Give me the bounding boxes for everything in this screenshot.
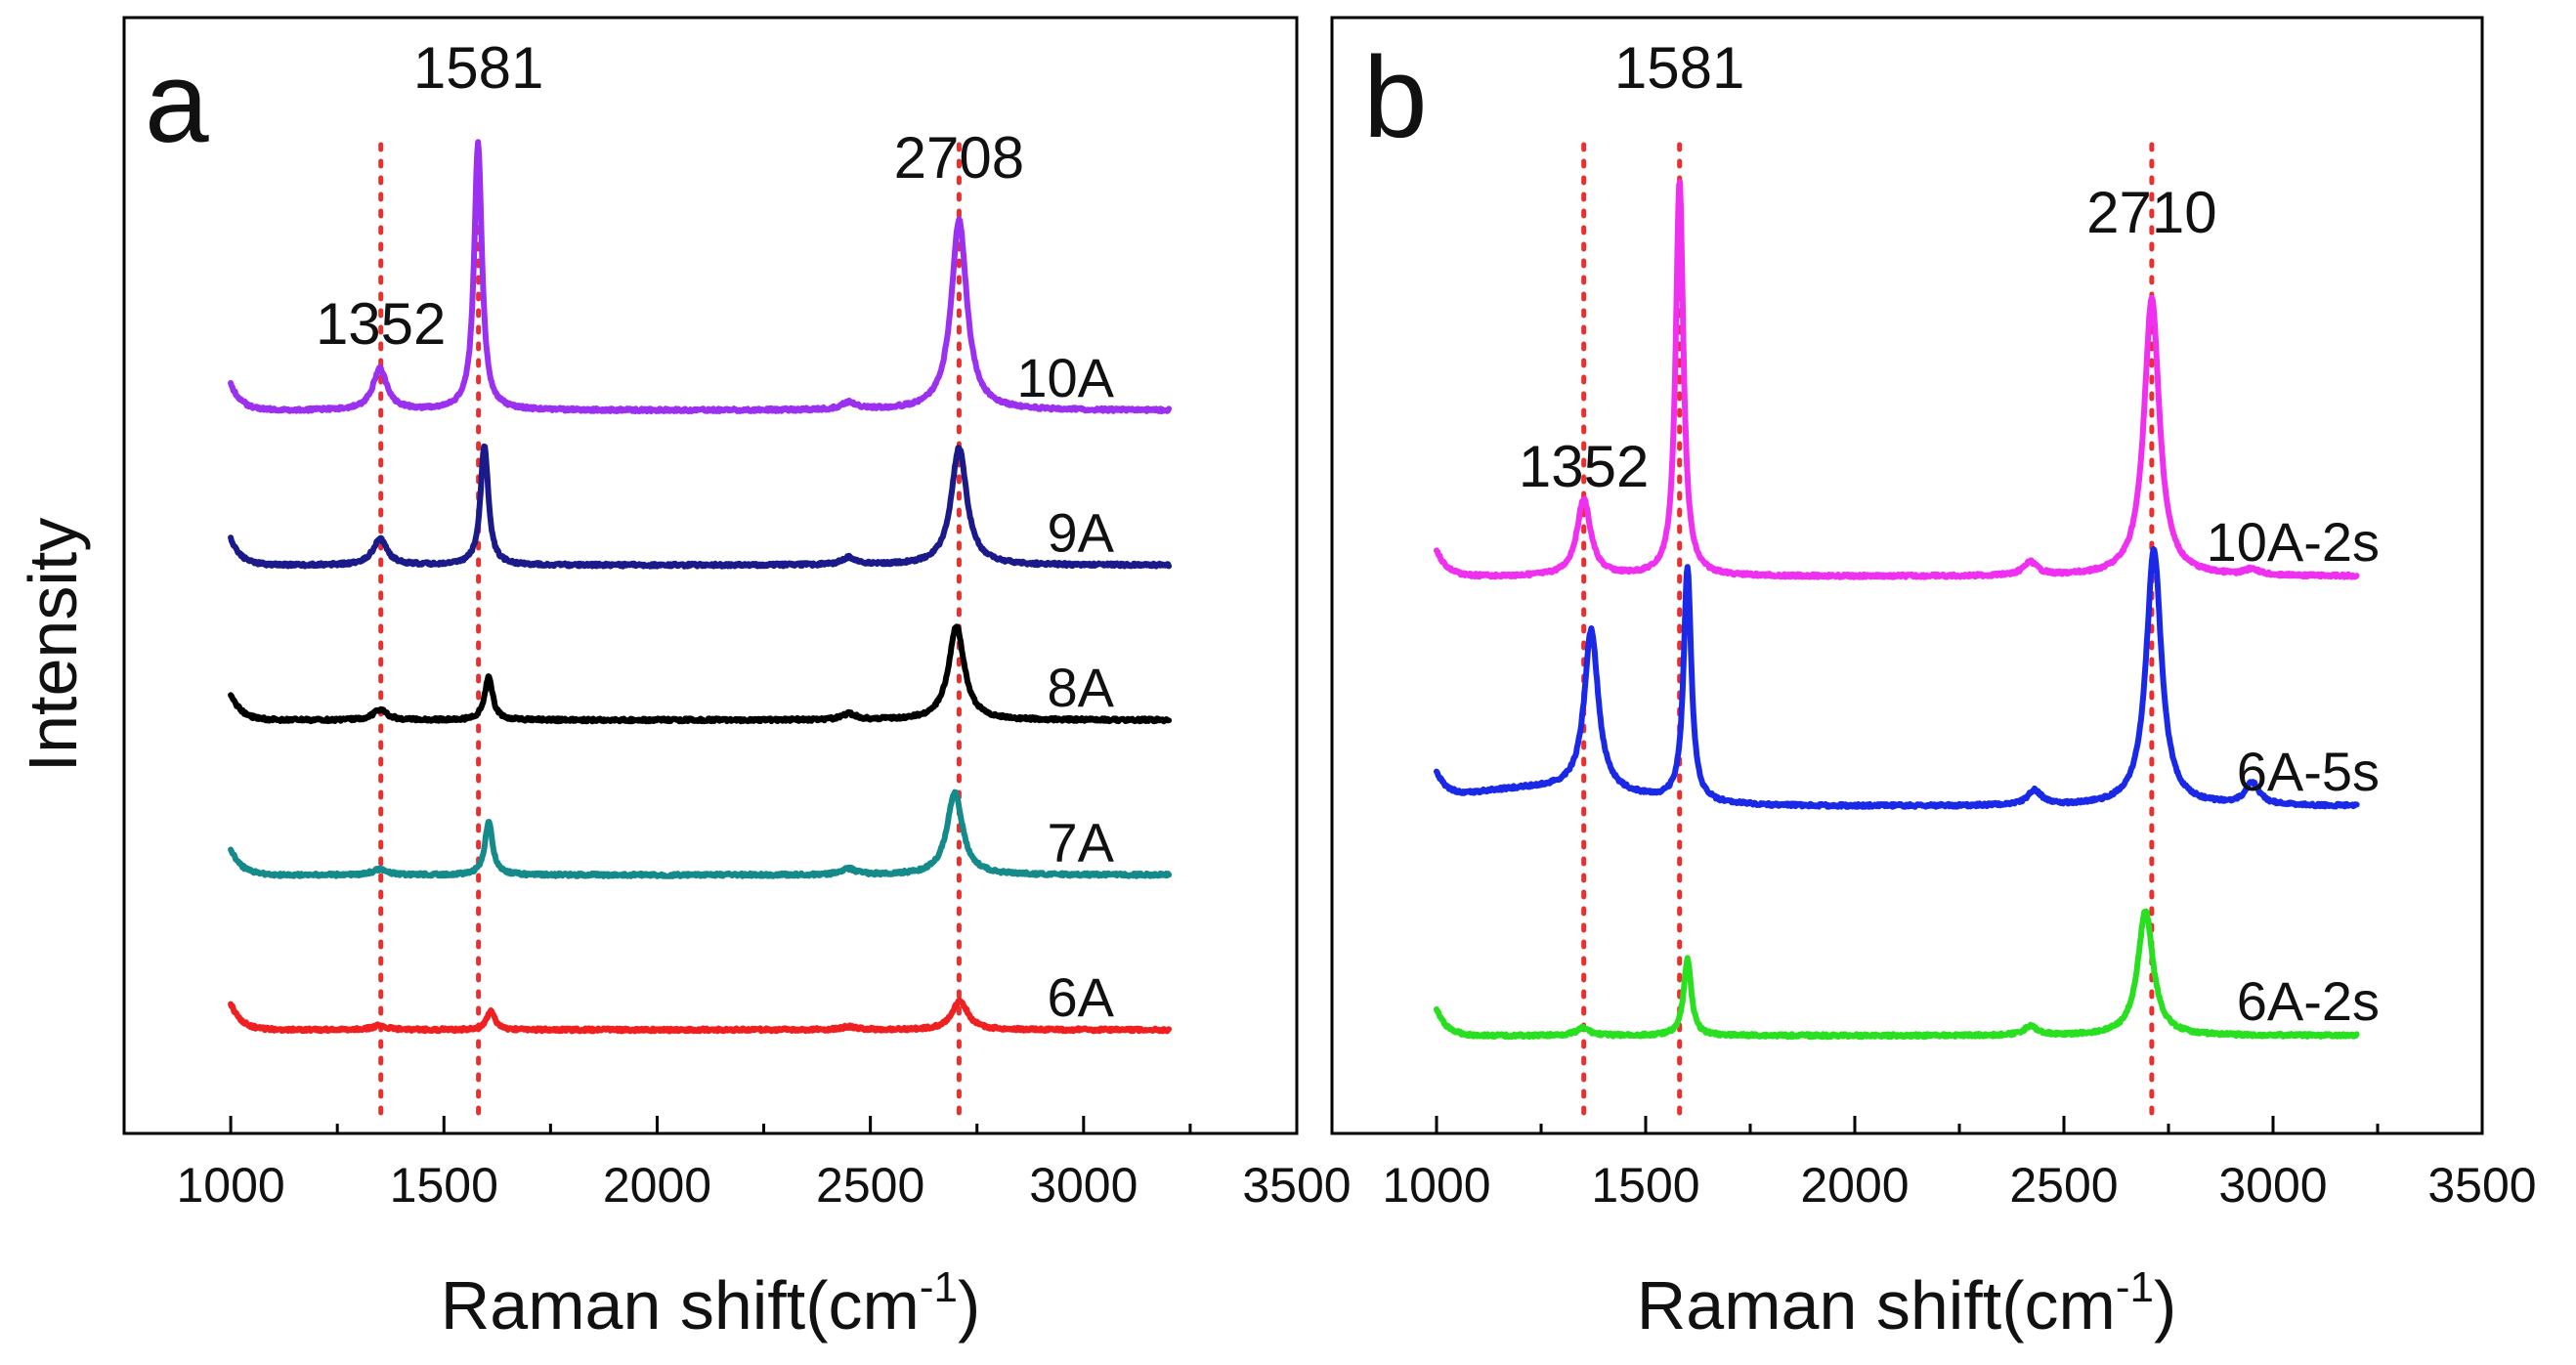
panel-a-series-labels: 10A 9A 8A 7A 6A <box>1016 347 1114 1028</box>
x-tick-label-1500: 1500 <box>390 1158 498 1213</box>
panel-b-peak-labels: 1352 1581 2710 <box>1519 35 2217 499</box>
panel-a-spectra <box>228 139 1173 1035</box>
panel-a-peak-labels: 1352 1581 2708 <box>316 35 1024 357</box>
x-tick-label-3000: 3000 <box>1029 1158 1138 1213</box>
x-tick-label-1000: 1000 <box>176 1158 284 1213</box>
panel-b-reference-lines <box>1581 142 2155 1119</box>
panel-a-reference-lines <box>378 142 962 1119</box>
spectrum-7a <box>228 789 1173 879</box>
peak-label-2710: 2710 <box>2086 180 2216 245</box>
panel-a: a 1352 1581 2708 10A 9A 8A 7A 6A 1000 1500 2000 2… <box>122 16 1352 1344</box>
x-tick-label-3500: 3500 <box>2427 1158 2536 1213</box>
panel-a-x-axis-label: Raman shift(cm-1) <box>441 1263 981 1344</box>
x-tick-label-2500: 2500 <box>2009 1158 2118 1213</box>
panel-b-x-axis-label: Raman shift(cm-1) <box>1637 1263 2177 1344</box>
series-label-9a: 9A <box>1048 502 1115 564</box>
spectrum-10a <box>228 139 1173 415</box>
x-tick-label-2000: 2000 <box>1800 1158 1909 1213</box>
spectrum-8a <box>228 623 1173 725</box>
series-label-7a: 7A <box>1048 812 1115 874</box>
x-tick-label-1500: 1500 <box>1591 1158 1699 1213</box>
peak-label-1352: 1352 <box>316 291 446 357</box>
series-label-10a: 10A <box>1016 347 1114 408</box>
series-label-6a: 6A <box>1048 966 1115 1028</box>
panel-b-x-ticks: 1000 1500 2000 2500 3000 3500 <box>1382 1116 2537 1213</box>
panel-b-frame <box>1330 16 2484 1135</box>
panel-b-letter: b <box>1363 33 1428 162</box>
panel-b: b 1352 1581 2710 10A-2s 6A-5s 6A-2s 1000 1500… <box>1330 16 2537 1344</box>
series-label-10a-2s: 10A-2s <box>2207 511 2380 573</box>
series-label-6a-2s: 6A-2s <box>2237 970 2380 1032</box>
peak-label-1581: 1581 <box>413 35 543 101</box>
x-tick-label-2500: 2500 <box>816 1158 924 1213</box>
peak-label-2708: 2708 <box>894 125 1024 191</box>
peak-label-1581: 1581 <box>1614 35 1744 101</box>
panel-a-x-ticks: 1000 1500 2000 2500 3000 3500 <box>176 1116 1352 1213</box>
x-tick-label-2000: 2000 <box>603 1158 711 1213</box>
x-tick-label-1000: 1000 <box>1382 1158 1490 1213</box>
panel-a-letter: a <box>145 38 209 167</box>
x-tick-label-3000: 3000 <box>2218 1158 2327 1213</box>
spectrum-6a-5s <box>1434 546 2360 810</box>
spectrum-9a <box>228 443 1173 570</box>
panel-a-frame <box>122 16 1299 1135</box>
spectrum-10a-2s <box>1434 179 2360 580</box>
spectrum-6a <box>228 998 1173 1035</box>
series-label-6a-5s: 6A-5s <box>2237 741 2380 802</box>
panel-b-series-labels: 10A-2s 6A-5s 6A-2s <box>2207 511 2380 1032</box>
series-label-8a: 8A <box>1048 657 1115 718</box>
panel-b-spectra <box>1434 179 2360 1041</box>
y-axis-label: Intensity <box>15 518 91 773</box>
peak-label-1352: 1352 <box>1519 434 1649 499</box>
x-tick-label-3500: 3500 <box>1242 1158 1351 1213</box>
spectrum-6a-2s <box>1434 908 2360 1041</box>
